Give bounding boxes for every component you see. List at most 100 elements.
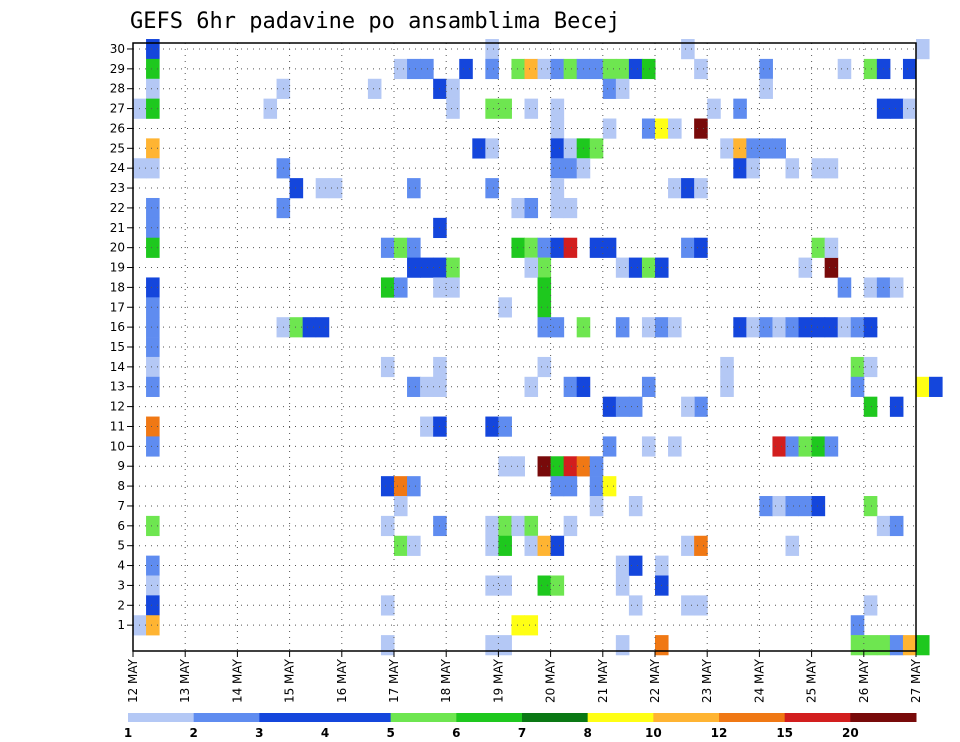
heatmap-cell	[380, 476, 395, 497]
heatmap-cell	[824, 158, 839, 179]
heatmap-cell	[811, 496, 826, 517]
colorbar-swatch	[456, 713, 523, 722]
heatmap-cell	[146, 317, 160, 338]
heatmap-cell	[485, 575, 499, 596]
heatmap-cell	[746, 138, 760, 159]
heatmap-cell	[511, 237, 525, 258]
heatmap-cell	[420, 416, 434, 437]
heatmap-cell	[863, 277, 878, 298]
heatmap-cell	[759, 78, 773, 99]
y-tick-label: 2	[117, 598, 125, 612]
heatmap-cell	[889, 515, 904, 537]
heatmap-cell	[615, 78, 630, 99]
heatmap-cell	[863, 356, 878, 378]
heatmap-cell	[550, 178, 565, 199]
heatmap-cell	[446, 98, 460, 119]
heatmap-cell	[694, 237, 708, 258]
heatmap-cell	[537, 277, 552, 298]
heatmap-cell	[641, 317, 656, 338]
heatmap-cell	[707, 98, 721, 119]
heatmap-cell	[537, 575, 552, 596]
y-tick-label: 4	[117, 559, 125, 573]
y-tick-label: 3	[117, 578, 125, 592]
heatmap-cell	[146, 595, 160, 616]
colorbar-swatch	[193, 713, 260, 722]
heatmap-cell	[746, 317, 760, 338]
heatmap-cell	[485, 138, 499, 159]
heatmap-cell	[772, 138, 786, 159]
heatmap-cell	[498, 635, 512, 656]
heatmap-cell	[407, 58, 421, 80]
heatmap-cell	[759, 138, 773, 159]
heatmap-cell	[615, 257, 630, 278]
heatmap-cell	[563, 515, 578, 537]
heatmap-cell	[863, 496, 878, 517]
heatmap-cell	[641, 118, 656, 139]
heatmap-cell	[485, 39, 499, 60]
heatmap-cell	[615, 317, 630, 338]
heatmap-cell	[459, 58, 473, 80]
y-tick-label: 26	[110, 121, 125, 135]
heatmap-cell	[394, 535, 408, 556]
heatmap-cell	[628, 257, 643, 278]
y-tick-label: 15	[110, 340, 125, 354]
heatmap-cell	[550, 138, 565, 159]
heatmap-cell	[146, 197, 160, 219]
heatmap-cell	[733, 98, 747, 119]
heatmap-cell	[615, 58, 630, 80]
y-tick-label: 24	[110, 161, 125, 175]
heatmap-cell	[511, 456, 525, 477]
heatmap-cell	[811, 158, 826, 179]
heatmap-cell	[146, 436, 160, 457]
heatmap-cell	[380, 237, 395, 258]
heatmap-cell	[602, 78, 617, 99]
heatmap-cell	[837, 277, 852, 298]
colorbar-label: 4	[321, 726, 329, 740]
x-tick-label: 15 MAY	[283, 658, 297, 703]
x-tick-label: 24 MAY	[752, 658, 766, 703]
heatmap-cell	[407, 476, 421, 497]
heatmap-cell	[628, 58, 643, 80]
heatmap-cell	[263, 98, 278, 119]
heatmap-cell	[550, 98, 565, 119]
heatmap-cell	[511, 58, 525, 80]
heatmap-cell	[563, 456, 578, 477]
heatmap-cell	[146, 337, 160, 358]
x-tick-label: 17 MAY	[387, 658, 401, 703]
colorbar-label: 1	[124, 726, 132, 740]
heatmap-cell	[563, 58, 578, 80]
heatmap-cell	[615, 635, 630, 656]
heatmap-cell	[641, 257, 656, 278]
heatmap-cell	[759, 496, 773, 517]
heatmap-cell	[394, 237, 408, 258]
heatmap-cells	[133, 39, 943, 656]
heatmap-cell	[772, 317, 786, 338]
heatmap-cell	[615, 575, 630, 596]
heatmap-cell	[628, 496, 643, 517]
heatmap-cell	[589, 58, 604, 80]
heatmap-cell	[850, 376, 865, 397]
heatmap-cell	[863, 595, 878, 616]
heatmap-cell	[537, 237, 552, 258]
y-tick-label: 28	[110, 82, 125, 96]
colorbar-label: 5	[386, 726, 394, 740]
heatmap-cell	[394, 496, 408, 517]
x-tick-label: 14 MAY	[230, 658, 244, 703]
heatmap-cell	[563, 158, 578, 179]
heatmap-cell	[420, 376, 434, 397]
y-tick-label: 30	[110, 42, 125, 56]
heatmap-cell	[367, 78, 382, 99]
heatmap-cell	[146, 237, 160, 258]
heatmap-cell	[889, 396, 904, 417]
heatmap-cell	[615, 396, 630, 417]
heatmap-cell	[785, 496, 800, 517]
x-tick-label: 27 MAY	[909, 658, 923, 703]
heatmap-cell	[146, 138, 160, 159]
y-tick-label: 11	[110, 419, 125, 433]
heatmap-cell	[863, 396, 878, 417]
heatmap-cell	[524, 376, 539, 397]
x-tick-label: 23 MAY	[700, 658, 714, 703]
heatmap-cell	[485, 635, 499, 656]
heatmap-cell	[759, 58, 773, 80]
